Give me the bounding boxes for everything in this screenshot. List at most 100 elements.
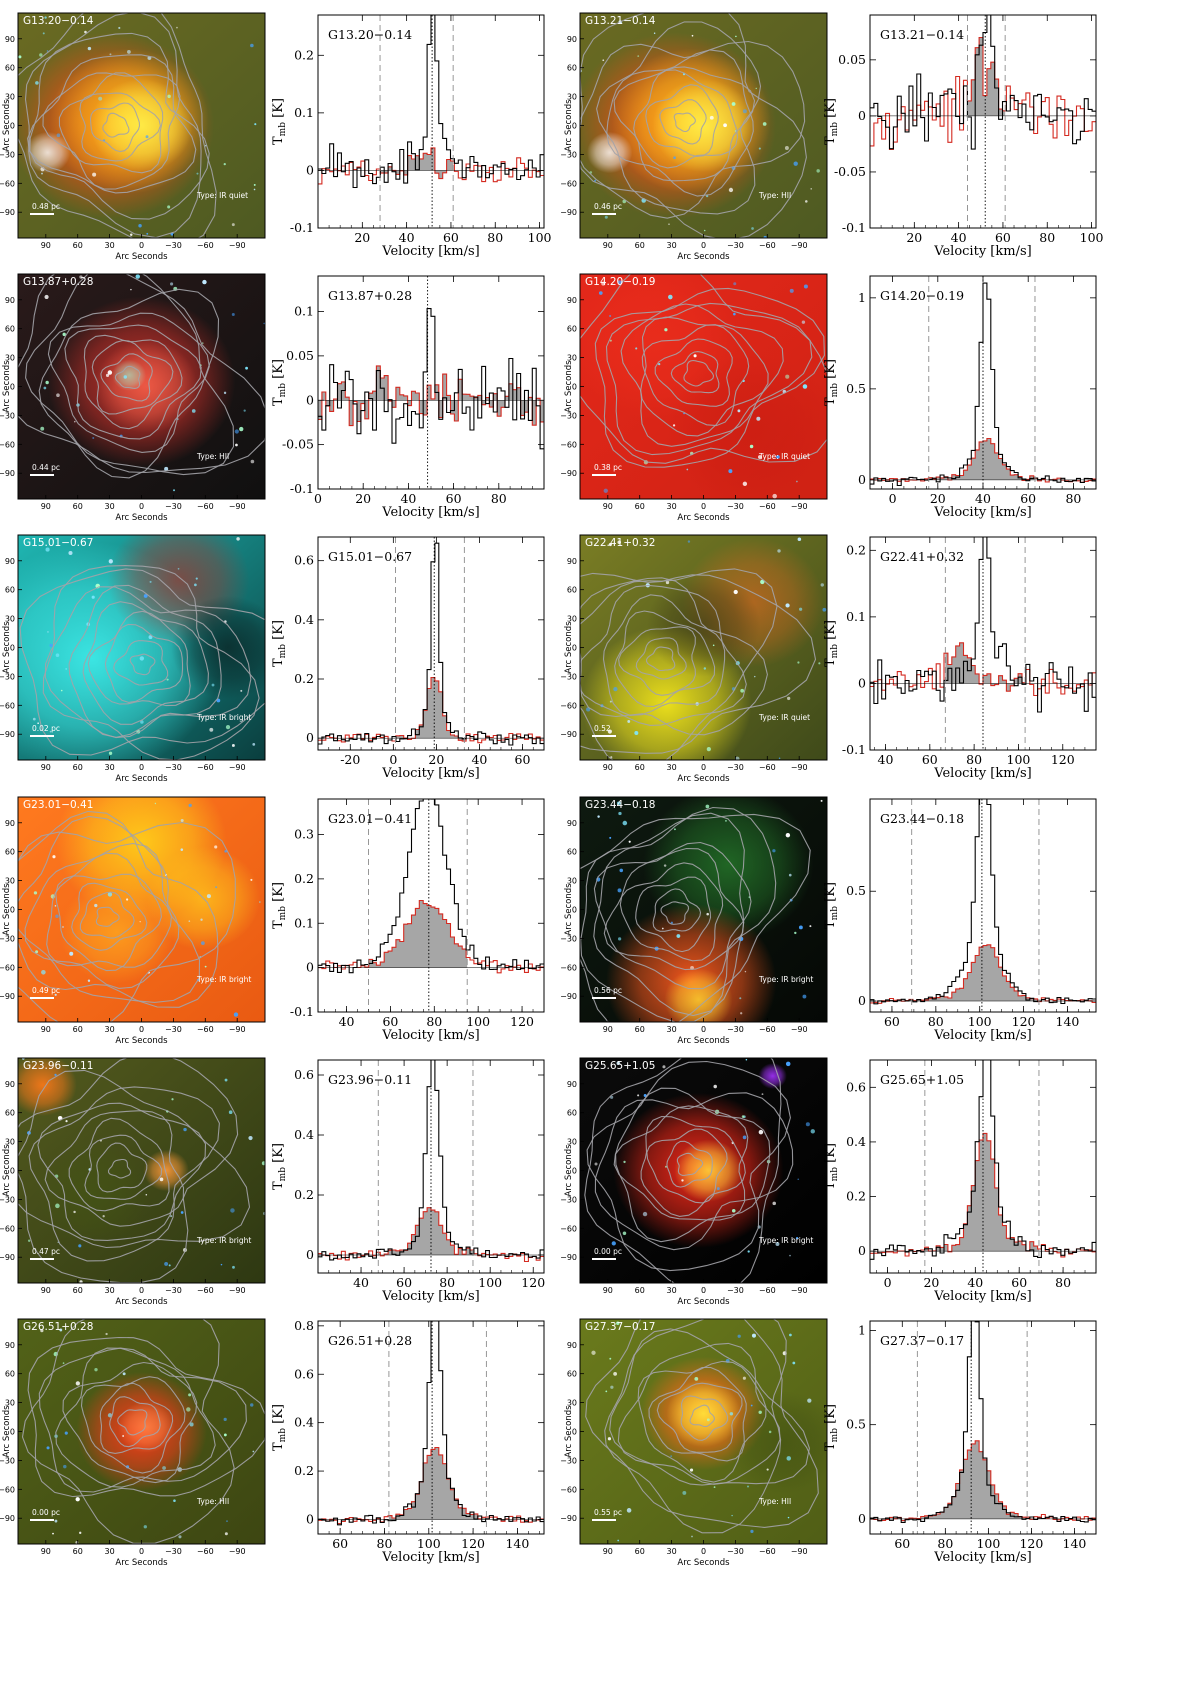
y-tick-label: 0.5	[846, 381, 866, 396]
contour-line	[129, 653, 156, 676]
x-axis-label: Velocity [km/s]	[381, 1289, 479, 1304]
star	[735, 756, 740, 760]
star	[601, 281, 606, 286]
star	[789, 288, 794, 293]
star	[795, 1237, 799, 1240]
star	[703, 229, 706, 232]
x-tick-label: −90	[791, 1547, 808, 1556]
star	[756, 416, 761, 421]
scale-bar-label: 0.00 pc	[32, 1508, 60, 1517]
star	[742, 481, 748, 487]
star	[248, 1135, 253, 1141]
source-type-label: Type: IR bright	[196, 1236, 251, 1245]
star	[760, 579, 765, 585]
star	[611, 1241, 616, 1246]
plot-area	[870, 15, 1096, 228]
spectrum-title: G23.96−0.11	[328, 1072, 412, 1087]
x-tick-label: 30	[105, 1025, 115, 1034]
y-tick-label: 0.5	[846, 1417, 866, 1432]
star	[608, 542, 612, 547]
y-tick-label: 60	[5, 1370, 15, 1379]
star	[162, 1466, 166, 1470]
x-tick-label: 0	[701, 241, 706, 250]
star	[92, 172, 97, 177]
emission-region	[95, 339, 198, 434]
contour-line	[64, 324, 202, 440]
contour-line	[613, 1105, 749, 1221]
y-axis-label-main: T	[823, 1181, 838, 1190]
y-tick-label: −60	[0, 701, 15, 710]
star	[622, 1231, 627, 1236]
x-tick-label: 100	[1007, 752, 1031, 767]
x-tick-label: 60	[635, 502, 645, 511]
star	[234, 429, 239, 434]
x-tick-label: −30	[165, 1286, 182, 1295]
star	[777, 549, 781, 553]
star	[91, 595, 95, 599]
star	[223, 163, 226, 166]
spectrum-black-line	[318, 15, 544, 189]
star	[189, 1422, 194, 1427]
contour-line	[18, 13, 217, 238]
y-tick-label: 90	[5, 296, 15, 305]
spectrum-black-line	[318, 308, 544, 450]
plot-area	[870, 799, 1096, 1012]
y-tick-label: 30	[567, 354, 577, 363]
contour-line	[87, 610, 191, 707]
y-axis-label-main: T	[271, 1181, 286, 1190]
y-axis-label: Tmb [K]	[271, 882, 288, 929]
y-tick-label: −30	[560, 1195, 577, 1204]
contour-line	[580, 568, 778, 760]
star	[196, 172, 199, 175]
star	[47, 631, 49, 633]
integrated-area-fill	[388, 1447, 487, 1520]
contour-line	[114, 365, 141, 389]
star	[180, 848, 184, 851]
star	[618, 937, 622, 941]
star	[65, 1120, 68, 1123]
star	[154, 802, 157, 805]
y-axis-label-unit: [K]	[271, 1143, 286, 1167]
star	[49, 643, 53, 647]
star	[164, 466, 169, 472]
x-tick-label: 80	[491, 491, 507, 506]
star	[805, 1122, 810, 1127]
spectrum-title: G15.01−0.67	[328, 549, 412, 564]
y-axis-label-subscript: mb	[278, 906, 288, 921]
star	[52, 1532, 54, 1535]
x-tick-label: 0	[139, 1025, 144, 1034]
y-tick-label: 30	[567, 93, 577, 102]
y-tick-label: 0.2	[846, 1189, 866, 1204]
x-tick-label: 0	[701, 1547, 706, 1556]
star	[785, 832, 791, 838]
x-tick-label: 100	[1080, 230, 1104, 245]
x-tick-label: 120	[1051, 752, 1075, 767]
star	[758, 1410, 762, 1414]
star	[786, 1456, 791, 1461]
star	[146, 232, 149, 235]
x-tick-label: 30	[105, 241, 115, 250]
x-tick-label: 0	[139, 763, 144, 772]
emission-region	[90, 78, 193, 173]
y-tick-label: -0.1	[290, 481, 314, 496]
contour-line	[18, 274, 265, 474]
star	[254, 123, 257, 126]
x-tick-label: 20	[428, 752, 444, 767]
sky-image	[18, 13, 265, 238]
x-axis-label: Velocity [km/s]	[933, 766, 1031, 781]
y-tick-label: 90	[5, 1341, 15, 1350]
y-tick-label: 0	[306, 1247, 314, 1262]
x-tick-label: 0	[314, 491, 322, 506]
x-axis-label: Arc Seconds	[115, 774, 168, 784]
x-tick-label: 60	[382, 1014, 398, 1029]
star	[235, 443, 238, 447]
x-axis-label: Arc Seconds	[115, 1558, 168, 1568]
x-axis-label: Velocity [km/s]	[933, 1550, 1031, 1565]
star	[754, 675, 756, 678]
y-tick-label: 1	[858, 290, 866, 305]
source-type-label: Type: IR bright	[196, 975, 251, 984]
star	[716, 1187, 720, 1191]
star	[751, 227, 754, 230]
x-axis-label: Arc Seconds	[677, 1297, 730, 1307]
star	[224, 1532, 228, 1536]
